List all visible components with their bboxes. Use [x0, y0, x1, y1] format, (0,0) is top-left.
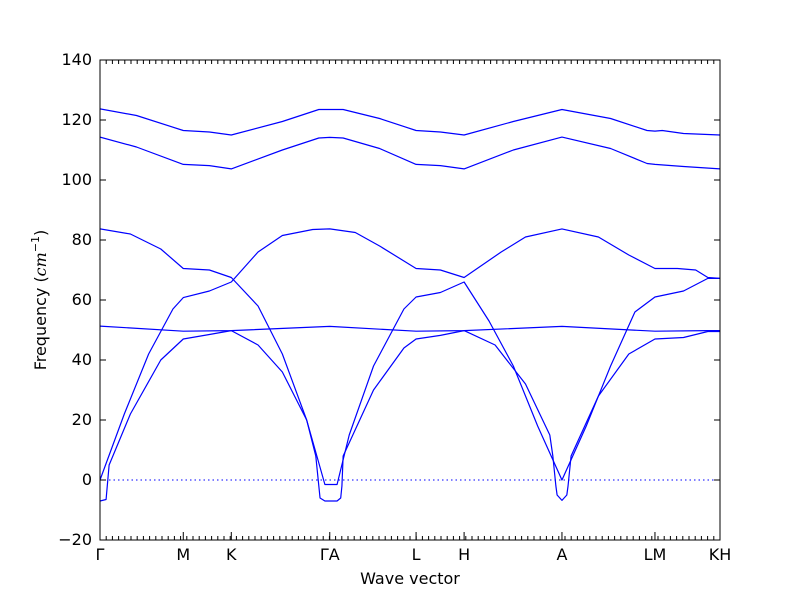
- x-axis-label: Wave vector: [360, 569, 460, 588]
- x-tick-label: LM: [644, 545, 667, 564]
- phonon-band-2: [100, 136, 720, 170]
- y-tick-label: 20: [72, 410, 92, 429]
- y-tick-label: 100: [61, 170, 92, 189]
- y-tick-label: −20: [58, 530, 92, 549]
- phonon-band-5: [100, 325, 720, 332]
- phonon-band-4: [100, 228, 720, 481]
- x-tick-label: M: [176, 545, 190, 564]
- y-axis-label-prefix: Frequency (: [31, 276, 50, 370]
- x-tick-label: A: [556, 545, 567, 564]
- y-axis-label-unit: cm: [31, 252, 50, 276]
- y-tick-label: 0: [82, 470, 92, 489]
- x-tick-label: H: [458, 545, 470, 564]
- plot-frame: [99, 59, 721, 541]
- phonon-band-3: [100, 228, 720, 486]
- x-tick-label: K: [226, 545, 237, 564]
- y-tick-label: 80: [72, 230, 92, 249]
- y-axis-label-exp: −1: [29, 236, 42, 252]
- x-tick-label: Γ: [96, 545, 105, 564]
- y-tick-label: 140: [61, 50, 92, 69]
- y-tick-label: 60: [72, 290, 92, 309]
- y-axis-label: Frequency (cm−1): [29, 230, 50, 371]
- y-tick-label: 40: [72, 350, 92, 369]
- y-tick-label: 120: [61, 110, 92, 129]
- x-tick-label: KH: [709, 545, 732, 564]
- x-tick-label: ΓA: [320, 545, 340, 564]
- phonon-band-1: [100, 108, 720, 136]
- phonon-band-6: [100, 330, 720, 502]
- x-tick-label: L: [412, 545, 421, 564]
- y-axis-label-suffix: ): [31, 230, 50, 236]
